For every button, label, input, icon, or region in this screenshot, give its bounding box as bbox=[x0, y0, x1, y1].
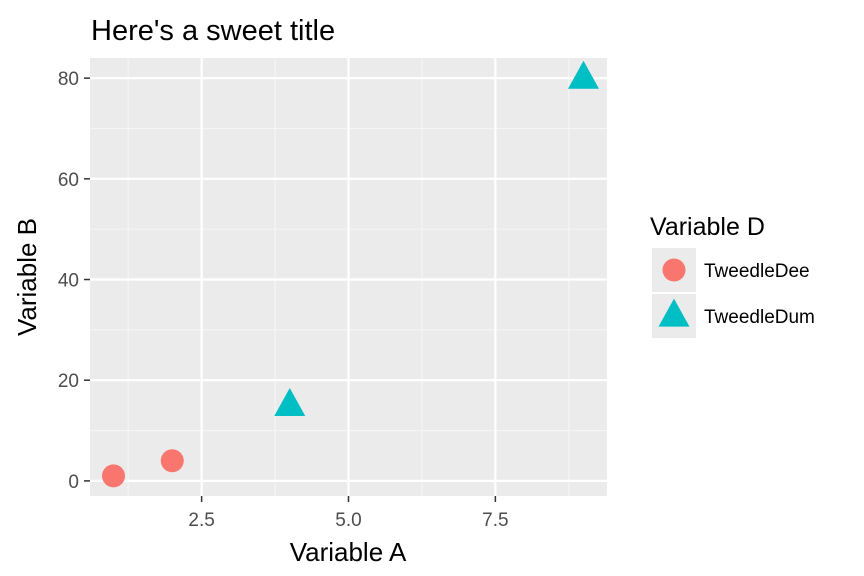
data-points bbox=[102, 60, 599, 488]
axis-ticks: 2.5 5.0 7.5 0 20 40 60 80 bbox=[58, 69, 509, 531]
y-tick-label: 40 bbox=[58, 271, 79, 292]
data-point-circle bbox=[102, 464, 125, 488]
y-tick-label: 80 bbox=[58, 69, 79, 90]
data-point-circle bbox=[160, 449, 184, 473]
data-point-triangle bbox=[274, 388, 306, 417]
y-tick-label: 60 bbox=[58, 170, 79, 191]
y-tick-label: 20 bbox=[58, 371, 79, 392]
legend-key-symbol bbox=[658, 298, 690, 327]
legend-label: TweedleDee bbox=[704, 261, 810, 282]
data-point-triangle bbox=[568, 60, 599, 89]
major-gridlines bbox=[90, 58, 607, 496]
legend-key-symbol bbox=[662, 258, 686, 282]
x-tick-label: 7.5 bbox=[482, 510, 508, 531]
y-tick-label: 0 bbox=[68, 472, 79, 493]
legend-label: TweedleDum bbox=[704, 307, 815, 328]
x-tick-label: 2.5 bbox=[188, 510, 214, 531]
y-axis-title: Variable B bbox=[12, 218, 42, 336]
x-axis-title: Variable A bbox=[290, 537, 407, 567]
legend-title: Variable D bbox=[650, 213, 765, 241]
x-tick-label: 5.0 bbox=[335, 510, 361, 531]
legend: Variable D TweedleDee TweedleDum bbox=[650, 213, 815, 338]
chart-title: Here's a sweet title bbox=[91, 15, 335, 47]
